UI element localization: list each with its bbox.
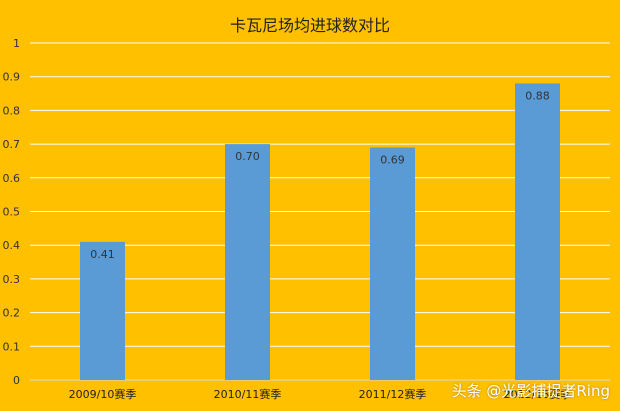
y-tick-label: 0.3 (3, 273, 21, 286)
y-tick-label: 0 (13, 374, 20, 387)
watermark: 头条 @光影捕捉者Ring (451, 382, 610, 400)
y-tick-label: 1 (13, 37, 20, 50)
bar (80, 241, 125, 380)
data-label: 0.41 (90, 248, 115, 261)
y-tick-label: 0.7 (3, 138, 21, 151)
x-tick-label: 2011/12赛季 (359, 387, 427, 401)
y-tick-label: 0.2 (3, 307, 21, 320)
y-tick-label: 0.9 (3, 71, 21, 84)
y-tick-label: 0.8 (3, 104, 21, 117)
y-tick-label: 0.1 (3, 340, 21, 353)
bar (515, 83, 560, 380)
y-tick-label: 0.4 (3, 239, 21, 252)
x-tick-label: 2010/11赛季 (214, 387, 282, 401)
y-tick-label: 0.5 (3, 206, 21, 219)
x-tick-label: 2009/10赛季 (69, 387, 137, 401)
chart-title: 卡瓦尼场均进球数对比 (229, 16, 390, 35)
bar (370, 147, 415, 380)
bar (225, 144, 270, 380)
y-tick-label: 0.6 (3, 172, 21, 185)
data-label: 0.70 (235, 150, 260, 163)
x-tick-label: 2012/13赛季 (504, 387, 572, 401)
data-label: 0.88 (525, 89, 550, 102)
data-label: 0.69 (380, 153, 405, 166)
